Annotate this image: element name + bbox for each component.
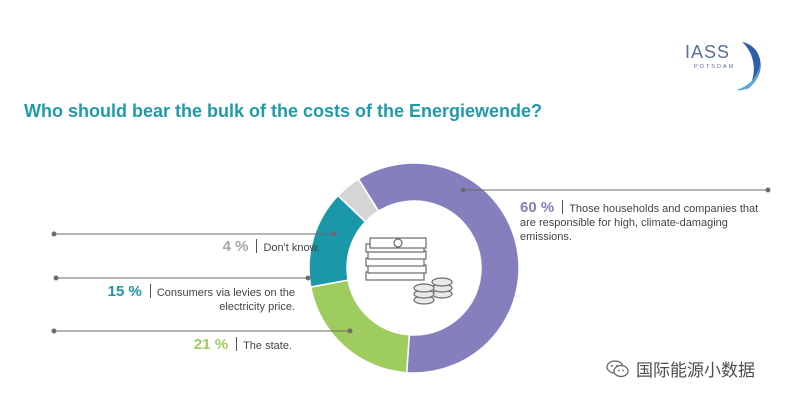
separator bbox=[149, 284, 151, 298]
label-text-dont-know: Don't know. bbox=[263, 242, 320, 254]
leader-dot-dont-know-start bbox=[331, 231, 337, 237]
wave-logo-icon bbox=[736, 42, 761, 91]
label-text-state: The state. bbox=[243, 340, 292, 352]
leader-dot-emissions-end bbox=[765, 187, 771, 193]
label-state: 21 % The state. bbox=[150, 337, 292, 353]
separator bbox=[256, 239, 258, 253]
separator bbox=[562, 200, 564, 214]
pct-emissions: 60 % bbox=[520, 199, 555, 216]
leader-dot-dont-know-end bbox=[51, 231, 57, 237]
watermark: 国际能源小数据 bbox=[606, 356, 755, 381]
leader-dot-consumers-end bbox=[53, 275, 59, 281]
leader-dot-state-start bbox=[347, 328, 353, 334]
leader-dot-consumers-start bbox=[305, 275, 311, 281]
money-stack-icon bbox=[365, 237, 453, 305]
label-text-consumers: Consumers via levies on the electricity … bbox=[156, 287, 295, 313]
logo-name: IASS bbox=[685, 42, 731, 62]
iass-logo: IASS POTSDAM bbox=[678, 38, 768, 98]
separator bbox=[236, 337, 238, 351]
label-emissions: 60 % Those households and companies that … bbox=[520, 200, 760, 244]
pct-consumers: 15 % bbox=[107, 283, 142, 300]
pct-dont-know: 4 % bbox=[222, 238, 249, 255]
leader-dot-emissions-start bbox=[460, 187, 466, 193]
logo-sub: POTSDAM bbox=[694, 64, 736, 70]
watermark-text: 国际能源小数据 bbox=[636, 361, 755, 380]
label-consumers: 15 % Consumers via levies on the electric… bbox=[98, 284, 295, 314]
wechat-icon bbox=[606, 359, 629, 377]
leader-lines bbox=[51, 187, 771, 334]
label-text-emissions: Those households and companies that are … bbox=[520, 203, 759, 243]
pct-state: 21 % bbox=[193, 336, 229, 353]
donut-slices bbox=[308, 162, 520, 374]
page-title: Who should bear the bulk of the costs of… bbox=[24, 101, 543, 121]
leader-dot-state-end bbox=[51, 328, 57, 334]
label-dont-know: 4 % Don't know. bbox=[190, 239, 320, 255]
